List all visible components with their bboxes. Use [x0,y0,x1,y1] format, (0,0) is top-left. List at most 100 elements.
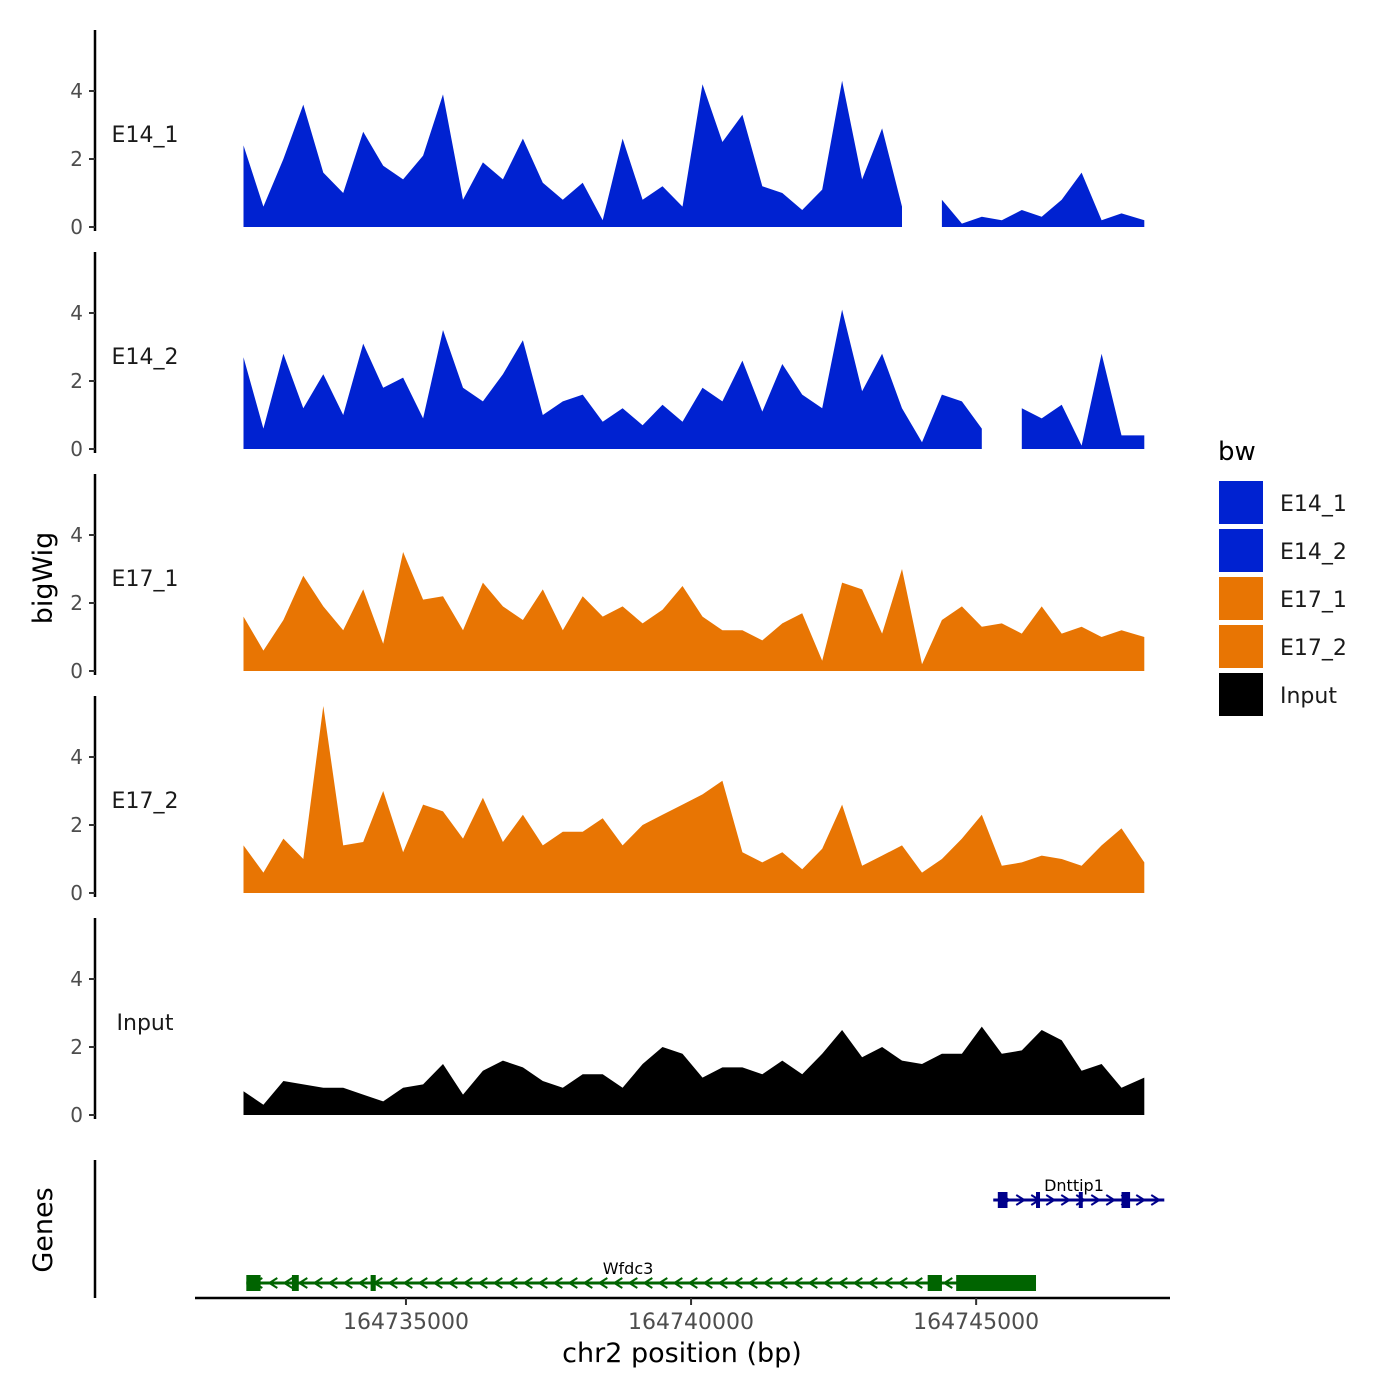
x-tick-label: 164740000 [628,1310,754,1335]
strand-chevron [417,1277,428,1289]
gene-exon [291,1275,299,1291]
y-tick-label: 2 [70,1035,83,1059]
strand-chevron [447,1277,458,1289]
legend-swatch-input [1219,673,1263,716]
track-label-input: Input [117,1011,174,1036]
strand-chevron [432,1277,443,1289]
strand-chevron [312,1277,323,1289]
x-axis: 164735000 164740000 164745000 [195,1296,1170,1335]
track-e17-2: 0 2 4 E17_2 [70,696,1145,905]
legend-swatch-e14-1 [1219,481,1263,524]
strand-chevron [1060,1194,1072,1206]
coverage-area-e14-2-0 [243,309,982,449]
strand-chevron [762,1277,773,1289]
coverage-area-e17-1-0 [243,552,1145,671]
strand-chevron [282,1277,293,1289]
y-tick-label: 4 [70,523,83,547]
track-e14-2: 0 2 4 E14_2 [70,252,1145,461]
strand-chevron [942,1277,953,1289]
legend-label-e17-2: E17_2 [1280,636,1347,661]
strand-chevron [732,1277,743,1289]
coverage-tracks: 0 2 4 E14_1 0 2 4 E14_2 0 2 4 E17_1 0 2 4 E17_2 0 2 4 Input [70,30,1145,1127]
legend-label-e14-2: E14_2 [1280,540,1347,565]
gene-wfdc3: Wfdc3 [246,1259,1037,1291]
legend-swatch-e14-2 [1219,529,1263,572]
strand-chevron [612,1277,623,1289]
gene-track: Wfdc3 Dnttip1 [93,1160,1165,1298]
gene-exon [997,1192,1008,1208]
legend-label-e14-1: E14_1 [1280,492,1347,517]
strand-chevron [297,1277,308,1289]
legend-title: bw [1218,437,1256,467]
strand-chevron [657,1277,668,1289]
legend-label-e17-1: E17_1 [1280,588,1347,613]
strand-chevron [822,1277,833,1289]
strand-chevron [402,1277,413,1289]
strand-chevron [882,1277,893,1289]
gene-label-dnttip1: Dnttip1 [1044,1176,1104,1195]
strand-chevron [1015,1194,1027,1206]
track-e14-1: 0 2 4 E14_1 [70,30,1145,239]
gene-dnttip1: Dnttip1 [993,1176,1165,1208]
track-label-e17-1: E17_1 [112,567,179,592]
strand-chevron [267,1277,278,1289]
strand-chevron [912,1277,923,1289]
gene-exon [927,1275,942,1291]
y-tick-label: 0 [70,215,83,239]
coverage-area-e17-2-0 [243,706,1145,893]
strand-chevron [537,1277,548,1289]
y-tick-label: 2 [70,369,83,393]
strand-chevron [687,1277,698,1289]
gene-exon [1078,1192,1083,1208]
gene-exon [1121,1192,1131,1208]
strand-chevron [477,1277,488,1289]
strand-chevron [837,1277,848,1289]
strand-chevron [357,1277,368,1289]
strand-chevron [1045,1194,1057,1206]
strand-chevron [387,1277,398,1289]
strand-chevron [852,1277,863,1289]
strand-chevron [492,1277,503,1289]
gene-label-wfdc3: Wfdc3 [603,1259,654,1278]
strand-chevron [1135,1194,1147,1206]
coverage-area-e14-1-0 [243,80,902,227]
strand-chevron [627,1277,638,1289]
strand-chevron [897,1277,908,1289]
gene-exon [984,1275,991,1291]
y-tick-label: 4 [70,745,83,769]
x-tick-label: 164745000 [913,1310,1039,1335]
strand-chevron [597,1277,608,1289]
strand-chevron [1105,1194,1117,1206]
genes-panel-title: Genes [28,1187,59,1272]
strand-chevron [672,1277,683,1289]
legend: bw E14_1 E14_2 E17_1 E17_2 Input [1218,437,1347,716]
y-tick-label: 2 [70,813,83,837]
y-tick-label: 2 [70,591,83,615]
y-axis-title: bigWig [28,532,59,625]
strand-chevron [522,1277,533,1289]
strand-chevron [1090,1194,1102,1206]
track-input: 0 2 4 Input [70,918,1145,1127]
gene-exon [956,1275,1037,1291]
track-label-e14-2: E14_2 [112,345,179,370]
gene-exon [1036,1192,1041,1208]
y-tick-label: 2 [70,147,83,171]
y-tick-label: 0 [70,659,83,683]
x-axis-title: chr2 position (bp) [562,1338,802,1369]
strand-chevron [582,1277,593,1289]
track-label-e17-2: E17_2 [112,789,179,814]
strand-chevron [777,1277,788,1289]
strand-chevron [507,1277,518,1289]
strand-chevron [567,1277,578,1289]
gene-exon [370,1275,376,1291]
strand-chevron [462,1277,473,1289]
y-tick-label: 0 [70,437,83,461]
strand-chevron [717,1277,728,1289]
y-tick-label: 4 [70,967,83,991]
strand-chevron [867,1277,878,1289]
legend-swatch-e17-2 [1219,625,1263,668]
track-label-e14-1: E14_1 [112,123,179,148]
coverage-area-input-0 [243,1026,1145,1115]
strand-chevron [552,1277,563,1289]
coverage-area-e14-1-1 [941,172,1145,227]
